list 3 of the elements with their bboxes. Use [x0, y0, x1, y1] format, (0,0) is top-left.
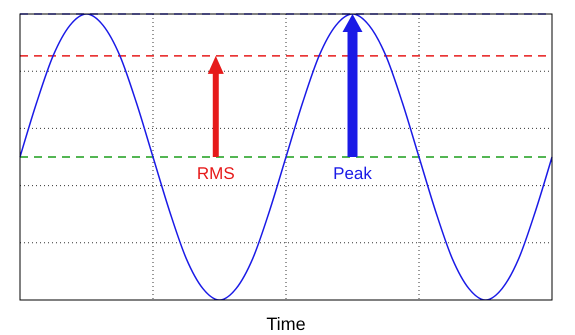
- x-axis-title: Time: [266, 314, 306, 334]
- annotation: Peak: [333, 164, 372, 183]
- annotation: RMS: [196, 164, 235, 183]
